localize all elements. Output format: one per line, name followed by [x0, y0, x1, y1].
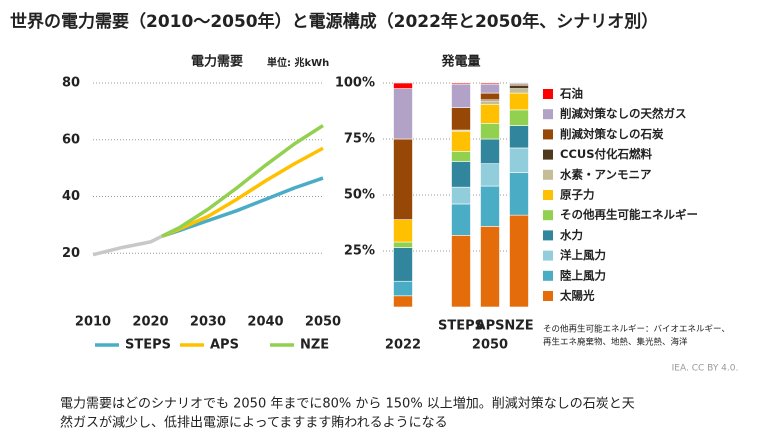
bar-segment	[393, 138, 413, 220]
y-tick-label: 20	[62, 246, 80, 261]
bar-segment	[480, 226, 500, 308]
legend-label: 削減対策なしの天然ガス	[560, 107, 687, 121]
x-tick-label: 2040	[247, 315, 283, 330]
line	[92, 234, 163, 257]
legend-swatch	[543, 169, 553, 180]
bar-segment	[480, 83, 500, 94]
legend-label: 陸上風力	[560, 268, 606, 282]
x-tick-label: APS	[476, 319, 505, 334]
legend-label: 原子力	[560, 188, 595, 202]
bar-segment	[393, 88, 413, 140]
x-tick-label: NZE	[504, 319, 533, 334]
legend-label: 太陽光	[559, 289, 595, 303]
legend-swatch	[543, 291, 553, 301]
legend-label: CCUS付化石燃料	[560, 147, 652, 161]
legend-label: その他再生可能エネルギー	[560, 208, 698, 222]
bar-segment	[509, 214, 529, 308]
x-tick-label: 2010	[75, 315, 111, 330]
legend-swatch	[543, 109, 553, 120]
x-tick-label: STEPS	[438, 319, 484, 334]
legend-swatch	[543, 149, 553, 160]
bar-segment	[451, 151, 471, 162]
chart-title: 電力需要	[191, 54, 243, 70]
bar-segment	[509, 84, 529, 89]
y-tick-label: 75%	[344, 132, 375, 147]
caption: 然ガスが減少し、低排出電源によってますます賄われるようになる	[60, 415, 448, 431]
bar-segment	[480, 163, 500, 187]
bar-segment	[451, 83, 471, 108]
bar-segment	[509, 147, 529, 173]
bar-segment	[451, 161, 471, 188]
x-tick-label: 2050	[305, 315, 341, 330]
footnote: その他再生可能エネルギー：バイオエネルギー、	[543, 324, 730, 335]
legend-swatch	[543, 230, 553, 241]
bar-segment	[509, 109, 529, 126]
y-tick-label: 25%	[344, 244, 375, 259]
y-tick-label: 40	[62, 189, 80, 204]
bar-segment	[480, 185, 500, 227]
bar-segment	[451, 186, 471, 205]
legend-label: STEPS	[125, 338, 171, 353]
legend-swatch	[543, 250, 553, 261]
bar-segment	[480, 100, 500, 105]
bar-segment	[509, 125, 529, 149]
legend-swatch	[543, 129, 553, 140]
page-title: 世界の電力需要（2010～2050年）と電源構成（2022年と2050年、シナリ…	[10, 11, 658, 32]
bar-segment	[451, 107, 471, 131]
x-tick-label: 2020	[132, 315, 168, 330]
bar-segment	[393, 280, 413, 297]
bar-segment	[509, 88, 529, 94]
bar-segment	[509, 172, 529, 216]
bar-segment	[480, 92, 500, 101]
line	[161, 124, 324, 238]
legend-label: APS	[210, 338, 239, 353]
y-tick-label: 80	[62, 76, 80, 91]
bar-segment	[451, 235, 471, 308]
bar-segment	[451, 130, 471, 152]
legend-swatch	[543, 210, 553, 221]
y-tick-label: 60	[62, 132, 80, 147]
legend-label: NZE	[300, 338, 329, 353]
bar-segment	[393, 82, 413, 89]
source: IEA. CC BY 4.0.	[672, 364, 739, 374]
x-tick-label: 2022	[385, 338, 421, 353]
bar-segment	[480, 138, 500, 164]
bar-segment	[451, 203, 471, 236]
bar-segment	[451, 82, 471, 85]
legend-label: 洋上風力	[560, 248, 606, 262]
legend-swatch	[543, 89, 553, 99]
bar-segment	[509, 92, 529, 111]
y-tick-label: 50%	[344, 188, 375, 203]
bar-segment	[393, 247, 413, 282]
bar-segment	[393, 241, 413, 248]
chart-title: 発電量	[440, 54, 480, 70]
bar-segment	[509, 82, 529, 85]
bar-segment	[393, 219, 413, 243]
bar-segment	[480, 123, 500, 140]
y-tick-label: 100%	[335, 76, 375, 91]
legend-label: 水素・アンモニア	[560, 167, 652, 181]
legend-swatch	[543, 190, 553, 200]
bar-segment	[480, 103, 500, 124]
legend-label: 水力	[560, 228, 583, 242]
unit-label: 単位: 兆kWh	[267, 56, 329, 69]
caption: 電力需要はどのシナリオでも 2050 年までに80% から 150% 以上増加。…	[60, 396, 635, 412]
legend-label: 削減対策なしの石炭	[560, 127, 664, 141]
bar-segment	[480, 82, 500, 85]
legend-label: 石油	[559, 87, 583, 101]
footnote: 再生エネ廃棄物、地熱、集光熱、海洋	[543, 337, 688, 348]
bar-segment	[393, 295, 413, 308]
group-label: 2050	[472, 338, 508, 353]
x-tick-label: 2030	[190, 315, 226, 330]
legend-swatch	[543, 270, 553, 281]
